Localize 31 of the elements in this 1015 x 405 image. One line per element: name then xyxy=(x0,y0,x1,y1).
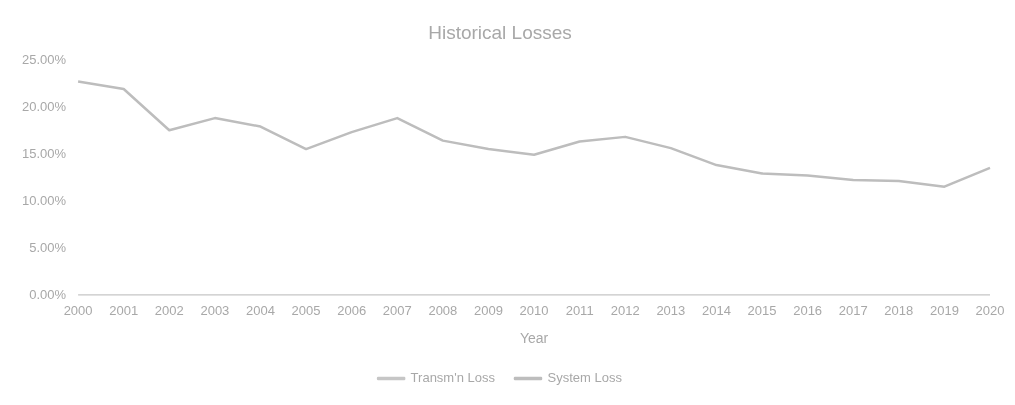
x-tick-label: 2018 xyxy=(884,302,914,318)
y-tick-label: 25.00% xyxy=(22,52,67,68)
x-tick-label: 2015 xyxy=(747,302,777,318)
x-tick-label: 2006 xyxy=(337,302,367,318)
x-tick-label: 2009 xyxy=(473,302,503,318)
x-tick-label: 2016 xyxy=(793,302,823,318)
x-tick-label: 2017 xyxy=(838,302,868,318)
x-tick-label: 2004 xyxy=(246,302,275,318)
y-tick-label: 10.00% xyxy=(22,193,67,209)
legend-label: System Loss xyxy=(547,370,623,386)
y-tick-label: 5.00% xyxy=(29,240,67,256)
x-tick-label: 2019 xyxy=(929,302,959,318)
y-tick-label: 15.00% xyxy=(22,146,67,162)
x-tick-label: 2003 xyxy=(200,302,230,318)
x-tick-label: 2001 xyxy=(109,302,139,318)
chart-title: Historical Losses xyxy=(428,21,572,43)
y-tick-label: 0.00% xyxy=(29,287,67,303)
x-tick-label: 2008 xyxy=(428,302,458,318)
x-tick-label: 2002 xyxy=(154,302,184,318)
x-tick-label: 2013 xyxy=(656,302,686,318)
x-tick-label: 2011 xyxy=(565,302,594,318)
x-tick-label: 2012 xyxy=(610,302,640,318)
x-tick-label: 2000 xyxy=(63,302,93,318)
y-tick-label: 20.00% xyxy=(22,99,67,115)
legend-label: Transm'n Loss xyxy=(410,370,496,386)
x-tick-label: 2007 xyxy=(382,302,412,318)
x-tick-label: 2014 xyxy=(701,302,731,318)
x-tick-label: 2005 xyxy=(291,302,321,318)
x-axis-title: Year xyxy=(519,330,549,347)
x-tick-label: 2010 xyxy=(519,302,549,318)
x-tick-label: 2020 xyxy=(975,302,1005,318)
